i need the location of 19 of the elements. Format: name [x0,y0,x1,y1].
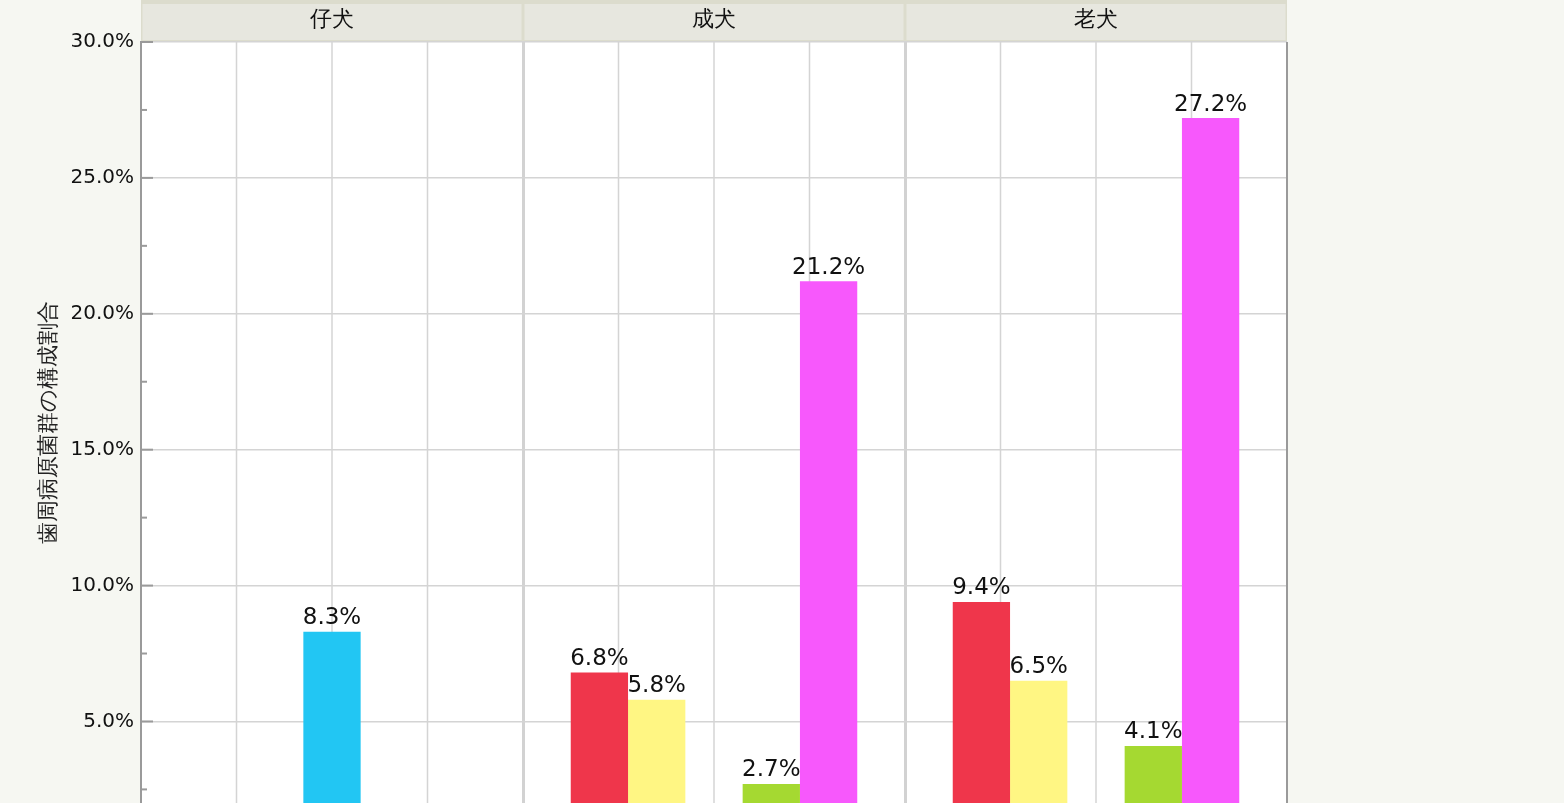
data-label: 21.2% [792,252,866,279]
x-tick-label: 老犬 [1074,5,1118,31]
data-label: 5.8% [627,671,686,698]
y-tick-label: 15.0% [70,435,134,460]
y-tick-label: 10.0% [70,571,134,596]
y-tick-label: 20.0% [70,299,134,324]
data-label: 27.2% [1174,89,1248,116]
y-axis-title: 歯周病原菌群の構成割合 [34,301,60,544]
data-label: 6.5% [1009,652,1068,679]
x-tick-label: 成犬 [692,5,736,31]
x-tick-label: 仔犬 [310,5,354,31]
data-label: 9.4% [952,573,1011,600]
y-tick-label: 5.0% [83,707,134,732]
data-label: 2.7% [742,755,801,782]
data-label: 8.3% [302,603,362,630]
data-label: 6.8% [570,644,629,671]
y-tick-label: 30.0% [70,28,134,53]
y-tick-label: 25.0% [70,164,134,189]
data-label: 4.1% [1124,717,1183,744]
